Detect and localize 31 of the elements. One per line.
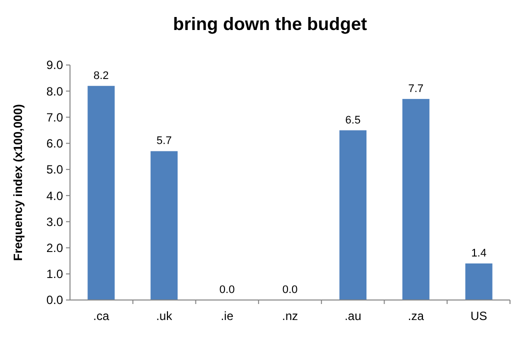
y-tick-label: 6.0 bbox=[46, 136, 64, 151]
y-tick-label: 3.0 bbox=[46, 214, 64, 229]
y-tick-label: 1.0 bbox=[46, 267, 64, 282]
data-label: 1.4 bbox=[471, 247, 486, 260]
y-tick-label: 8.0 bbox=[46, 84, 64, 98]
x-tick-label: .nz bbox=[282, 309, 298, 323]
data-label: 5.7 bbox=[156, 135, 172, 148]
y-tick-label: 5.0 bbox=[46, 162, 64, 177]
data-label: 8.2 bbox=[94, 70, 109, 82]
bar bbox=[465, 263, 492, 300]
data-label: 7.7 bbox=[408, 82, 424, 95]
chart-title: bring down the budget bbox=[173, 14, 367, 34]
x-tick-label: US bbox=[470, 309, 488, 323]
data-label: 0.0 bbox=[219, 284, 235, 296]
y-tick-label: 7.0 bbox=[46, 110, 64, 124]
x-tick-label: .au bbox=[344, 309, 362, 323]
y-axis-title: Frequency index (x100,000) bbox=[11, 104, 25, 261]
bar bbox=[339, 130, 366, 300]
x-tick-label: .ca bbox=[93, 309, 110, 323]
x-tick-label: .ie bbox=[220, 309, 234, 323]
y-tick-label: 2.0 bbox=[46, 240, 64, 255]
bar bbox=[88, 86, 115, 300]
y-tick-label: 9.0 bbox=[46, 58, 64, 72]
x-tick-label: .za bbox=[408, 309, 424, 323]
x-tick-label: .uk bbox=[156, 309, 174, 323]
data-label: 6.5 bbox=[345, 114, 361, 126]
bar bbox=[150, 151, 178, 300]
bar bbox=[402, 98, 430, 300]
data-label: 0.0 bbox=[282, 284, 298, 296]
y-tick-label: 4.0 bbox=[46, 188, 64, 203]
y-tick-label: 0.0 bbox=[46, 293, 64, 308]
